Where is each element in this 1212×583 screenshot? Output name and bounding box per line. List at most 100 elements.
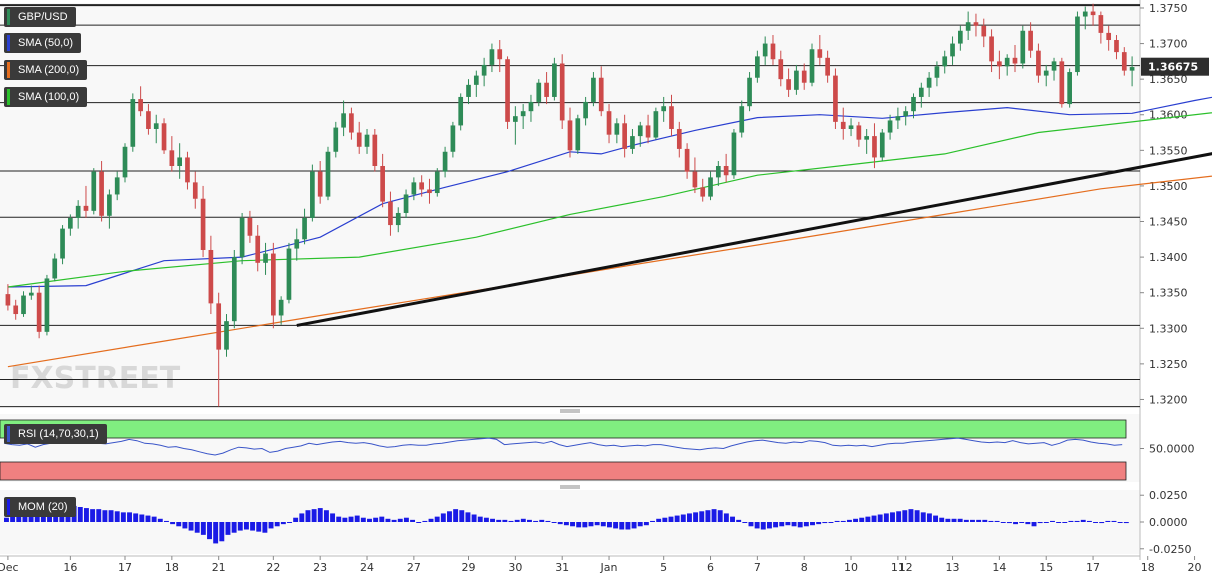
candle [1106, 25, 1112, 51]
candle [138, 86, 143, 117]
x-tick-label: 12 [899, 561, 913, 574]
mom-bar [920, 512, 926, 522]
candle-body [411, 182, 417, 195]
candle-body [302, 217, 307, 240]
candle-body [153, 123, 159, 129]
candle-body [887, 120, 893, 133]
candle-body [138, 99, 143, 112]
x-tick-label: Dec [0, 561, 19, 574]
mom-bar [1031, 522, 1037, 527]
candle [481, 57, 487, 87]
legend-symbol-label: GBP/USD [18, 11, 68, 23]
mom-bar [643, 522, 649, 526]
mom-bar [385, 518, 391, 522]
candle [575, 114, 581, 154]
candle [473, 70, 479, 97]
mom-bar [471, 514, 477, 522]
mom-bar [243, 522, 249, 530]
candle-body [192, 182, 198, 199]
y-tick-label: 1.3200 [1149, 393, 1188, 406]
mom-tick-label: -0.0250 [1149, 543, 1191, 556]
legend-sma100-label: SMA (100,0) [18, 91, 80, 103]
candle [552, 57, 557, 101]
mom-bar [797, 522, 803, 528]
mom-bar [705, 510, 711, 522]
candle-body [434, 171, 440, 194]
candle-body [1090, 11, 1096, 16]
candle-body [99, 171, 104, 216]
mom-bar [988, 520, 994, 522]
mom-bar [822, 522, 828, 524]
candle [395, 207, 401, 233]
mom-bar [1062, 522, 1068, 523]
mom-bar [748, 522, 754, 527]
candle-body [161, 123, 167, 151]
x-tick-label: 6 [707, 561, 714, 574]
mom-bar [342, 517, 348, 522]
mom-bar [606, 522, 612, 528]
mom-bar [207, 522, 212, 540]
candle [356, 121, 362, 154]
mom-bar [447, 511, 452, 522]
candle-body [231, 257, 237, 322]
mom-bar [77, 507, 83, 522]
candle [1028, 22, 1033, 58]
candle [130, 93, 136, 152]
candle-body [715, 165, 721, 178]
candle-body [676, 128, 682, 149]
mom-bar [1006, 522, 1012, 524]
mom-bar [188, 522, 194, 531]
legend-mom-label: MOM (20) [18, 501, 68, 513]
mom-bar [373, 517, 379, 522]
candle-body [216, 303, 222, 350]
candle-body [200, 198, 206, 250]
candle [965, 11, 971, 41]
candle-body [458, 96, 464, 126]
candle-body [122, 146, 128, 178]
x-tick-label: 18 [1141, 561, 1155, 574]
candle [692, 157, 698, 194]
candle-body [91, 171, 97, 211]
candle [911, 93, 916, 119]
candle [833, 68, 838, 129]
candle [200, 185, 206, 258]
candle [645, 114, 651, 144]
candle-body [270, 253, 276, 316]
y-tick-label: 1.3500 [1149, 180, 1188, 193]
candle [91, 168, 97, 215]
mom-bar [1013, 522, 1019, 525]
mom-bar [760, 522, 766, 530]
mom-bar [970, 519, 975, 522]
legend-mom: MOM (20) [4, 497, 76, 517]
candle [364, 128, 370, 154]
candle-body [903, 111, 909, 117]
mom-bar [717, 510, 723, 522]
candle-body [958, 30, 963, 44]
mom-tick-label: 0.0000 [1149, 516, 1188, 529]
mom-bar [859, 517, 865, 522]
mom-bar [699, 511, 705, 522]
x-tick-label: 24 [360, 561, 374, 574]
x-tick-label: 7 [754, 561, 761, 574]
candle-body [130, 99, 136, 147]
candle-body [895, 116, 901, 121]
candle [942, 50, 948, 74]
candle [520, 104, 526, 129]
candle [973, 13, 979, 37]
candle-body [544, 82, 549, 97]
candle [505, 56, 510, 129]
candle-body [21, 295, 26, 315]
candle-body [403, 194, 409, 213]
mom-bar [354, 515, 360, 522]
candle [591, 72, 596, 107]
candle-body [75, 205, 81, 218]
mom-bar [114, 511, 120, 522]
x-tick-label: 17 [118, 561, 132, 574]
mom-bar [686, 513, 692, 522]
candle [99, 161, 104, 222]
candle-body [395, 212, 401, 226]
candle [731, 128, 737, 179]
candle-body [598, 77, 604, 112]
mom-bar [582, 522, 588, 528]
mom-bar [625, 522, 631, 530]
